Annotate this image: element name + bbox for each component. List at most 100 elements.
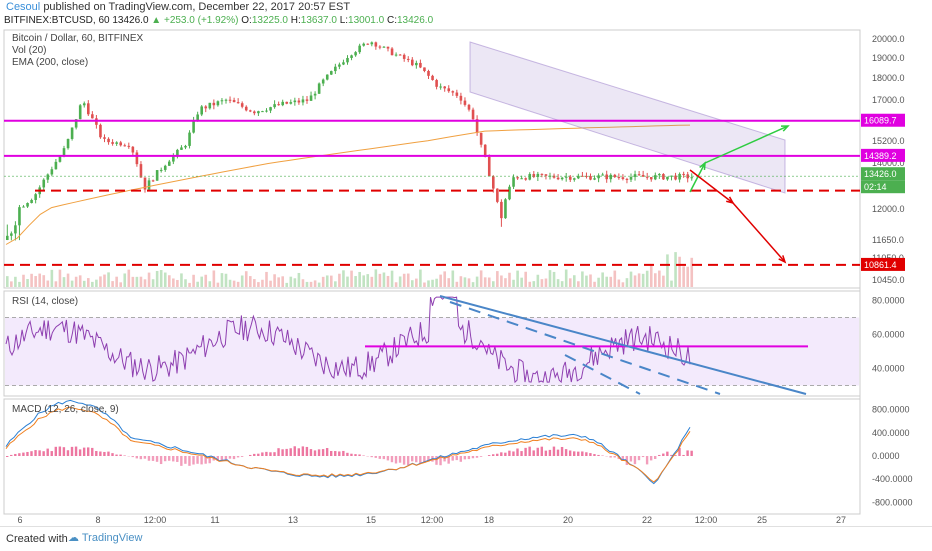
macd-histogram-bar [666,452,668,456]
time-axis-label: 8 [95,515,100,525]
candle-body [6,236,9,240]
volume-bar [196,282,199,287]
macd-legend: MACD (12, 26, close, 9) [12,404,119,415]
tradingview-logo[interactable]: ☁ TradingView [68,531,142,544]
volume-bar [326,275,329,287]
candle-body [561,178,564,179]
candle-body [662,174,665,179]
time-axis-label: 11 [210,515,219,525]
macd-histogram-bar [589,453,591,456]
candle-body [136,152,139,164]
candle-body [658,174,661,175]
time-axis-label: 12:00 [695,515,718,525]
macd-histogram-bar [662,454,664,456]
candle-body [55,162,58,169]
candle-body [346,58,349,62]
candle-body [128,146,131,147]
macd-histogram-bar [14,454,16,456]
time-axis-label: 25 [757,515,767,525]
macd-histogram-bar [273,452,275,456]
candle-body [415,63,418,65]
candle-body [383,47,386,48]
volume-bar [682,266,685,287]
macd-histogram-bar [630,456,632,461]
time-axis-label: 12:00 [144,515,167,525]
macd-histogram-bar [395,456,397,463]
candle-body [508,187,511,200]
volume-bar [512,280,515,287]
macd-histogram-bar [520,451,522,456]
candle-body [634,174,637,177]
volume-bar [294,278,297,287]
volume-bar [330,276,333,287]
candle-body [111,142,114,144]
brand-name: TradingView [82,532,143,544]
candle-body [682,174,685,175]
macd-histogram-bar [553,447,555,456]
candle-body [366,44,369,45]
macd-histogram-bar [148,456,150,461]
macd-histogram-bar [67,450,69,456]
candle-body [626,179,629,180]
volume-bar [26,279,29,287]
volume-bar [6,276,9,287]
candle-body [298,101,301,103]
volume-bar [630,272,633,287]
macd-histogram-bar [330,451,332,456]
macd-axis-label: 800.0000 [872,405,910,415]
volume-bar [338,274,341,287]
macd-histogram-bar [87,447,89,456]
macd-histogram-bar [411,456,413,461]
macd-histogram-bar [107,452,109,456]
volume-bar [119,282,122,287]
macd-histogram-bar [407,456,409,465]
trading-chart[interactable]: 20000.019000.018000.017000.015200.014000… [0,0,932,526]
volume-bar [658,271,661,287]
volume-bar [468,278,471,287]
volume-bar [443,271,446,287]
volume-bar [200,277,203,287]
volume-bar [99,276,102,287]
volume-bar [362,275,365,287]
volume-bar [423,283,426,287]
macd-histogram-bar [123,455,125,456]
macd-histogram-bar [387,456,389,460]
candle-body [257,111,260,113]
candle-body [387,47,390,49]
volume-bar [83,281,86,287]
volume-bar [569,278,572,287]
candle-body [464,101,467,105]
volume-bar [42,275,45,287]
price-axis-label: 19000.0 [872,53,905,63]
volume-bar [213,270,216,287]
candle-body [241,103,244,107]
candle-body [322,80,325,84]
volume-bar [674,252,677,287]
candle-body [472,110,475,119]
candle-body [225,100,228,101]
volume-bar [75,277,78,287]
volume-bar [136,277,139,287]
candle-body [273,104,276,107]
macd-histogram-bar [500,452,502,456]
volume-bar [14,277,17,287]
macd-histogram-bar [585,452,587,456]
candle-body [601,175,604,176]
volume-bar [257,282,260,287]
macd-histogram-bar [22,453,24,456]
volume-bar [464,277,467,287]
macd-histogram-bar [249,455,251,456]
volume-bar [508,273,511,287]
candle-body [419,63,422,68]
candle-body [51,169,54,174]
volume-bar [168,275,171,287]
macd-axis-label: 400.0000 [872,428,910,438]
volume-bar [209,281,212,287]
candle-body [638,174,641,175]
volume-bar [415,279,418,287]
candle-body [605,175,608,180]
volume-bar [690,258,693,287]
candle-body [423,67,426,71]
macd-histogram-bar [557,450,559,456]
macd-histogram-bar [561,447,563,456]
